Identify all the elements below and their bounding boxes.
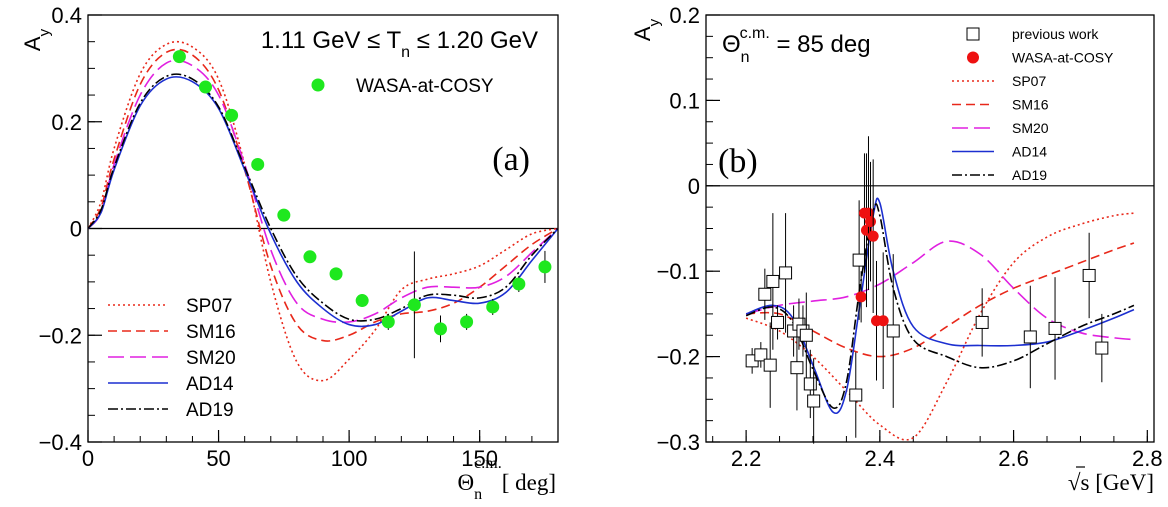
data-point-wasa <box>486 300 500 314</box>
legend-label-previous-work: previous work <box>1012 26 1099 42</box>
panel-b-label: (b) <box>718 143 758 180</box>
data-point-previous-work <box>1048 321 1062 335</box>
data-point-wasa <box>877 315 889 327</box>
data-point-wasa <box>172 50 186 64</box>
data-point-wasa <box>355 294 369 308</box>
data-point-wasa <box>864 216 876 228</box>
x-tick-label: 150 <box>461 446 498 471</box>
series-line-sm16 <box>746 242 1135 358</box>
data-point-previous-work <box>758 287 772 301</box>
series-line-sm16 <box>88 48 558 342</box>
panel-a-title: 1.11 GeV ≤ Tn ≤ 1.20 GeV <box>261 27 538 61</box>
data-point-wasa <box>251 157 265 171</box>
series-line-ad14 <box>88 76 558 328</box>
y-tick-label: −0.2 <box>657 345 700 370</box>
data-point-wasa <box>867 230 879 242</box>
data-point-previous-work <box>799 328 813 342</box>
data-point-wasa <box>434 322 447 336</box>
series-line-ad14 <box>745 197 1135 414</box>
data-point-wasa <box>512 277 526 291</box>
x-tick-label: 2.2 <box>731 446 762 471</box>
legend-label-ad14: AD14 <box>1012 144 1047 160</box>
legend-label-sp07: SP07 <box>1012 73 1046 89</box>
y-tick-label: −0.3 <box>657 430 700 455</box>
series-line-sm20 <box>745 240 1135 341</box>
data-point-wasa <box>855 291 867 303</box>
x-tick-label: 2.6 <box>998 446 1029 471</box>
series-line-ad19 <box>745 203 1135 409</box>
legend-label-sm20: SM20 <box>186 348 236 369</box>
data-point-previous-work <box>852 253 866 267</box>
panel-a: 0 50 100 150 −0.4 −0.2 0 0.2 0.4 WASA-at-COSY SP07… <box>39 3 559 471</box>
x-tick-label: 100 <box>331 446 368 471</box>
legend-label-ad14: AD14 <box>186 374 234 395</box>
y-tick-label: −0.4 <box>39 430 82 455</box>
data-point-previous-work <box>849 388 863 402</box>
y-tick-label: 0.2 <box>51 110 82 135</box>
data-point-wasa <box>225 108 239 122</box>
legend-label-sm16: SM16 <box>186 322 236 343</box>
legend-label-ad19: AD19 <box>1012 167 1047 183</box>
series-line-sp07 <box>88 40 558 382</box>
x-tick-label: 2.8 <box>1132 446 1163 471</box>
data-point-wasa <box>862 207 874 219</box>
panel-a-y-axis-title: Ay <box>20 28 53 51</box>
data-point-wasa <box>460 315 474 329</box>
legend-label-wasa-at-cosy: WASA-at-COSY <box>1012 50 1114 66</box>
panel-b-title: Θnc.m. = 85 deg <box>722 25 871 66</box>
series-line-sm20 <box>88 59 558 324</box>
panel-b: 2.2 2.4 2.6 2.8 −0.3 −0.2 −0.1 0 0.1 0.2 previous … <box>657 3 1163 471</box>
data-point-previous-work <box>1082 268 1096 282</box>
data-point-previous-work <box>766 274 780 288</box>
data-point-previous-work <box>1095 341 1109 355</box>
y-tick-label: 0.4 <box>51 3 82 28</box>
data-point-wasa <box>199 80 212 94</box>
series-line-ad19 <box>88 73 558 322</box>
data-point-wasa <box>329 267 343 281</box>
y-tick-label: −0.1 <box>657 259 700 284</box>
x-tick-label: 0 <box>82 446 94 471</box>
data-point-previous-work <box>779 266 793 280</box>
legend-label-wasa: WASA-at-COSY <box>356 76 494 97</box>
data-point-previous-work <box>763 358 777 372</box>
legend-label-sp07: SP07 <box>186 296 232 317</box>
y-tick-label: −0.2 <box>39 323 82 348</box>
panel-b-x-axis-title: √s [GeV] <box>1068 470 1154 495</box>
y-tick-label: 0.1 <box>669 88 700 113</box>
legend-label-sm16: SM16 <box>1012 97 1049 113</box>
data-point-wasa <box>538 260 552 274</box>
data-point-previous-work <box>807 394 821 408</box>
x-tick-label: 2.4 <box>865 446 896 471</box>
data-point-previous-work <box>1023 330 1037 344</box>
data-point-previous-work <box>975 315 989 329</box>
data-point-wasa <box>303 250 317 264</box>
data-point-wasa <box>381 315 395 329</box>
panel-a-label: (a) <box>492 141 530 178</box>
legend-marker-previous-work <box>966 27 980 41</box>
data-point-previous-work <box>754 348 768 362</box>
legend-marker-wasa <box>967 51 979 64</box>
data-point-previous-work <box>803 377 817 391</box>
y-tick-label: 0.2 <box>669 3 700 28</box>
data-point-previous-work <box>790 361 804 375</box>
legend-label-sm20: SM20 <box>1012 120 1049 136</box>
x-tick-label: 50 <box>206 446 230 471</box>
data-point-wasa <box>277 208 291 222</box>
data-point-previous-work <box>886 324 900 338</box>
data-point-previous-work <box>771 315 785 329</box>
panel-a-x-axis-title: Θnc.m.[ deg] <box>458 455 556 503</box>
data-point-wasa <box>407 298 421 312</box>
y-tick-label: 0 <box>688 174 700 199</box>
legend-label-ad19: AD19 <box>186 400 234 421</box>
legend-marker-wasa <box>311 78 325 92</box>
panel-b-y-axis-title: Ay <box>630 18 663 41</box>
y-tick-label: 0 <box>70 217 82 242</box>
